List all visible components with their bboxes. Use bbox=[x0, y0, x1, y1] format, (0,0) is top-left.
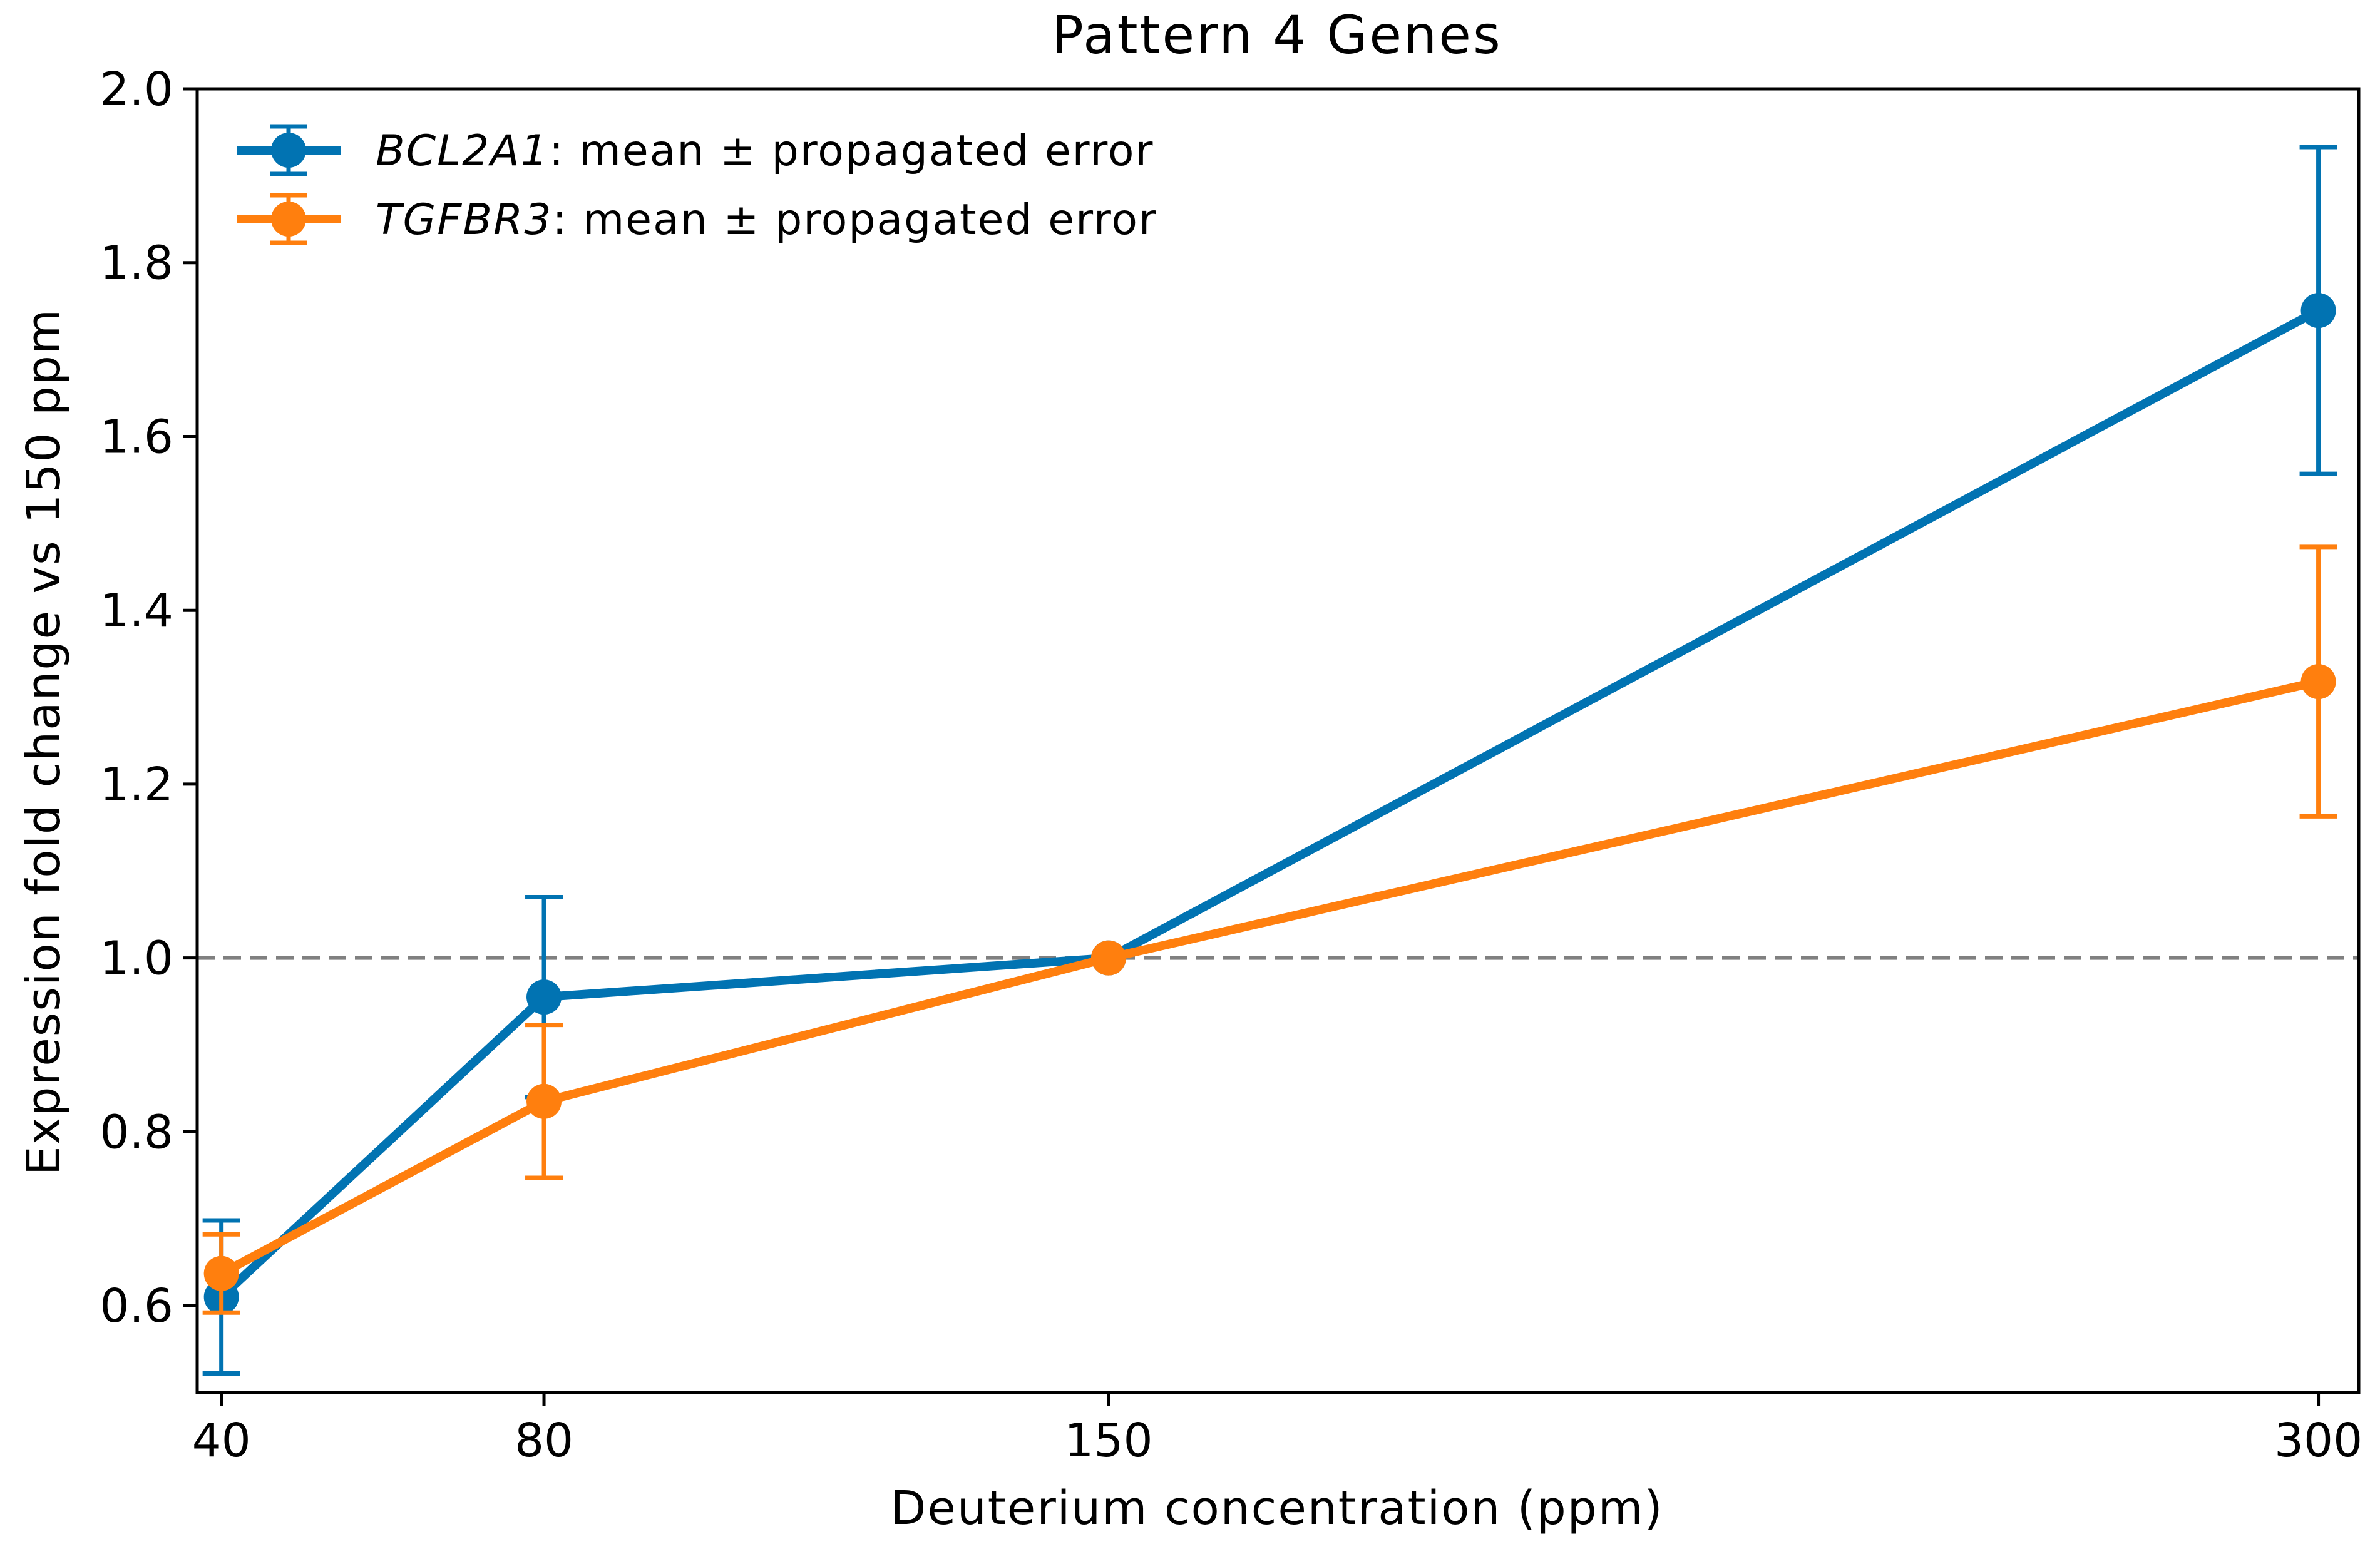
y-tick-label: 1.2 bbox=[100, 758, 173, 812]
legend-label: TGFBR3: mean ± propagated error bbox=[376, 195, 1157, 245]
y-axis-label: Expression fold change vs 150 ppm bbox=[17, 308, 71, 1175]
y-axis: 0.6 0.8 1.0 1.2 1.4 1.6 1.8 2.0 bbox=[100, 63, 197, 1333]
y-tick-label: 2.0 bbox=[100, 63, 173, 116]
legend-marker bbox=[271, 133, 306, 168]
chart-title: Pattern 4 Genes bbox=[1052, 4, 1502, 66]
legend-gene-name: BCL2A1 bbox=[376, 126, 549, 176]
x-tick-label: 80 bbox=[515, 1414, 573, 1468]
x-axis-label: Deuterium concentration (ppm) bbox=[890, 1481, 1663, 1535]
y-tick-label: 1.6 bbox=[100, 410, 173, 464]
x-axis: 40 80 150 300 bbox=[192, 1393, 2362, 1468]
data-point bbox=[2300, 293, 2336, 329]
legend-item-bcl2a1: BCL2A1: mean ± propagated error bbox=[237, 124, 1154, 176]
y-tick-label: 1.8 bbox=[100, 237, 173, 290]
data-point bbox=[526, 1083, 562, 1119]
series-line bbox=[219, 677, 2320, 1277]
data-point bbox=[2300, 664, 2336, 700]
y-tick-label: 0.6 bbox=[100, 1279, 173, 1333]
legend-gene-name: TGFBR3 bbox=[376, 195, 553, 245]
legend-marker bbox=[271, 202, 306, 237]
legend-suffix: : mean ± propagated error bbox=[553, 195, 1157, 245]
x-tick-label: 40 bbox=[192, 1414, 251, 1468]
plot-area bbox=[197, 145, 2359, 1376]
legend-suffix: : mean ± propagated error bbox=[549, 126, 1154, 176]
x-tick-label: 300 bbox=[2274, 1414, 2362, 1468]
series-line bbox=[218, 306, 2321, 1301]
series-tgfbr3 bbox=[202, 544, 2337, 1315]
legend-item-tgfbr3: TGFBR3: mean ± propagated error bbox=[237, 193, 1157, 245]
y-tick-label: 1.4 bbox=[100, 584, 173, 638]
legend-label: BCL2A1: mean ± propagated error bbox=[376, 126, 1154, 176]
data-point bbox=[1090, 940, 1126, 976]
data-point bbox=[526, 979, 562, 1015]
y-tick-label: 0.8 bbox=[100, 1105, 173, 1159]
y-tick-label: 1.0 bbox=[100, 932, 173, 986]
series-bcl2a1 bbox=[202, 145, 2337, 1376]
x-tick-label: 150 bbox=[1064, 1414, 1152, 1468]
series-layer bbox=[202, 145, 2337, 1376]
data-point bbox=[203, 1255, 239, 1291]
plot-frame bbox=[195, 87, 2361, 1394]
